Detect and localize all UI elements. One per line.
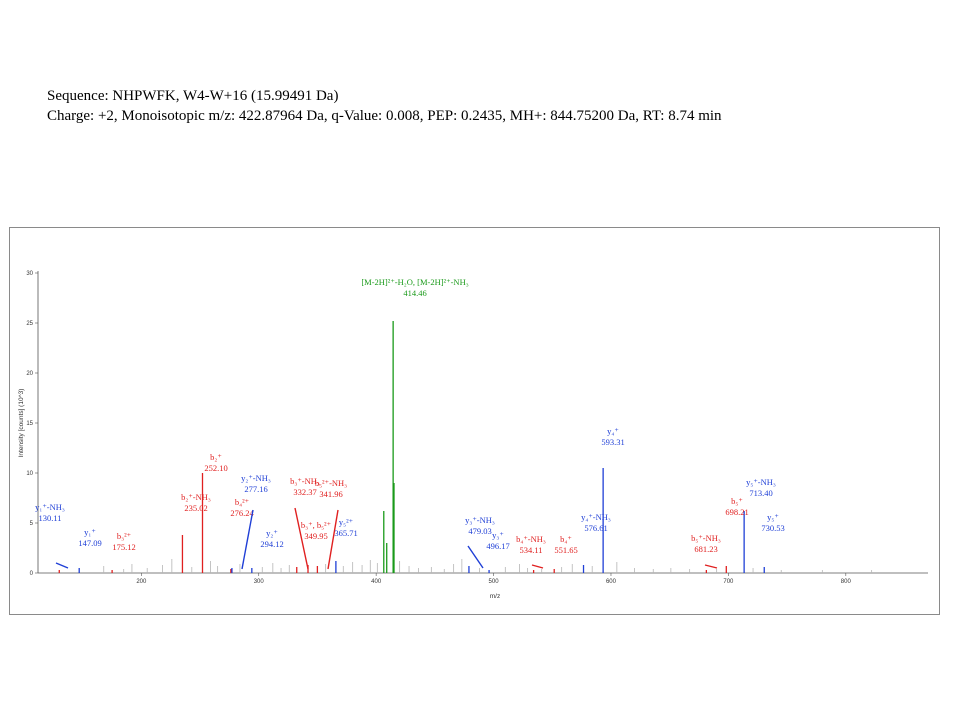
spectrum-panel: 0 5 10 15 20 25 30 200 300 400 500 600 700 800 m/z Inte…: [9, 227, 940, 615]
charge-line: Charge: +2, Monoisotopic m/z: 422.87964 …: [47, 108, 722, 124]
ion-mz-value: 294.12: [260, 539, 283, 549]
y-tick-label: 15: [26, 421, 33, 427]
x-tick-label: 500: [489, 579, 500, 585]
x-axis-label: m/z: [490, 593, 500, 600]
spectrum-header: Sequence: NHPWFK, W4-W+16 (15.99491 Da) …: [47, 86, 722, 126]
y-tick-label: 10: [26, 471, 33, 477]
ion-label: [M-2H]²⁺-H₂O, [M-2H]²⁺-NH₃: [361, 277, 468, 287]
y-tick-label: 25: [26, 321, 33, 327]
ion-mz-value: 479.03: [468, 526, 491, 536]
ion-label: y₁⁺-NH₃: [35, 502, 65, 512]
ion-label: y₂⁺: [266, 528, 278, 538]
ion-leader-line: [531, 564, 544, 569]
y-tick-label: 30: [26, 271, 33, 277]
ion-mz-value: 414.46: [403, 288, 426, 298]
ion-label: y₅⁺-NH₃: [746, 477, 776, 487]
ion-mz-value: 730.53: [761, 523, 784, 533]
ion-label: y₂⁺-NH₃: [241, 473, 271, 483]
ion-label: y₅⁺: [767, 512, 779, 522]
ion-leader-line: [704, 564, 718, 569]
ion-leader-line: [467, 545, 484, 569]
ion-label: b₅⁺: [731, 496, 743, 506]
ion-label: b₃⁺-NH₃: [290, 476, 320, 486]
ion-mz-value: 341.96: [319, 489, 342, 499]
x-tick-label: 700: [723, 579, 734, 585]
ion-mz-value: 698.21: [725, 507, 748, 517]
ion-label: b₄²⁺: [235, 497, 250, 507]
ion-mz-value: 713.40: [749, 488, 772, 498]
x-tick-label: 400: [371, 579, 382, 585]
ion-mz-value: 349.95: [304, 531, 327, 541]
ion-label: b₄⁺: [560, 534, 572, 544]
sequence-line: Sequence: NHPWFK, W4-W+16 (15.99491 Da): [47, 88, 339, 104]
ion-leader-line: [241, 509, 254, 570]
ion-leader-line: [55, 562, 69, 569]
spectrum-chart: 0 5 10 15 20 25 30 200 300 400 500 600 700 800 m/z Inte…: [18, 271, 928, 600]
x-tick-label: 600: [606, 579, 617, 585]
ion-label: b₄⁺-NH₃: [516, 534, 546, 544]
y-tick-label: 5: [30, 521, 34, 527]
ion-mz-value: 147.09: [78, 538, 101, 548]
ion-label: y₄⁺: [607, 426, 619, 436]
ion-label: y₁⁺: [84, 527, 96, 537]
ion-mz-value: 277.16: [244, 484, 267, 494]
y-tick-label: 20: [26, 371, 33, 377]
y-axis-label: Intensity [counts] (10^3): [18, 389, 25, 458]
ion-mz-value: 551.65: [554, 545, 577, 555]
ion-mz-value: 534.11: [519, 545, 542, 555]
ion-mz-value: 496.17: [486, 541, 509, 551]
ion-mz-value: 593.31: [601, 437, 624, 447]
ion-mz-value: 365.71: [334, 528, 357, 538]
x-tick-label: 800: [841, 579, 852, 585]
ion-label: b₅⁺-NH₃: [691, 533, 721, 543]
x-tick-label: 300: [254, 579, 265, 585]
ion-mz-value: 332.37: [293, 487, 316, 497]
ion-mz-value: 175.12: [112, 542, 135, 552]
ion-label: y₃⁺-NH₃: [465, 515, 495, 525]
ion-mz-value: 130.11: [38, 513, 61, 523]
x-tick-label: 200: [136, 579, 147, 585]
ion-mz-value: 681.23: [694, 544, 717, 554]
ion-label: b₃⁺, b₅²⁺: [301, 520, 332, 530]
ion-mz-value: 235.02: [184, 503, 207, 513]
ion-label: b₅²⁺-NH₃: [315, 478, 347, 488]
ion-mz-value: 252.10: [204, 463, 227, 473]
ion-leader-line: [294, 507, 309, 570]
ion-label: y₅²⁺: [339, 517, 354, 527]
ion-mz-value: 576.61: [584, 523, 607, 533]
ion-leader-line: [327, 509, 339, 570]
ion-label: b₂⁺: [210, 452, 222, 462]
ion-label: y₄⁺-NH₃: [581, 512, 611, 522]
ion-label: y₃⁺: [492, 530, 504, 540]
y-tick-label: 0: [30, 571, 34, 577]
ion-label: b₂⁺-NH₃: [181, 492, 211, 502]
ion-label: b₃²⁺: [117, 531, 132, 541]
ion-mz-value: 276.24: [230, 508, 254, 518]
